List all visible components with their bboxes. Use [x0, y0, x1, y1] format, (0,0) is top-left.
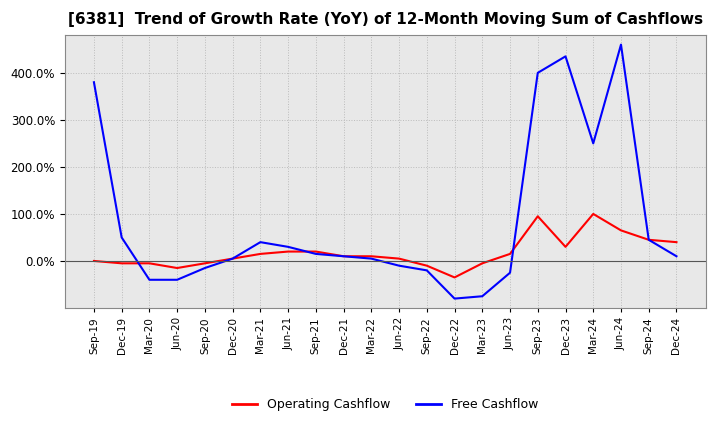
- Operating Cashflow: [367, 253, 376, 259]
- Free Cashflow: [256, 239, 265, 245]
- Operating Cashflow: [145, 260, 154, 266]
- Free Cashflow: [339, 253, 348, 259]
- Free Cashflow: [478, 293, 487, 299]
- Operating Cashflow: [644, 237, 653, 242]
- Operating Cashflow: [505, 251, 514, 257]
- Free Cashflow: [173, 277, 181, 282]
- Operating Cashflow: [339, 253, 348, 259]
- Free Cashflow: [89, 80, 98, 85]
- Operating Cashflow: [561, 244, 570, 249]
- Operating Cashflow: [284, 249, 292, 254]
- Operating Cashflow: [395, 256, 403, 261]
- Operating Cashflow: [228, 256, 237, 261]
- Operating Cashflow: [478, 260, 487, 266]
- Free Cashflow: [395, 263, 403, 268]
- Operating Cashflow: [450, 275, 459, 280]
- Free Cashflow: [423, 268, 431, 273]
- Free Cashflow: [284, 244, 292, 249]
- Free Cashflow: [589, 141, 598, 146]
- Operating Cashflow: [89, 258, 98, 264]
- Free Cashflow: [367, 256, 376, 261]
- Operating Cashflow: [201, 260, 210, 266]
- Operating Cashflow: [312, 249, 320, 254]
- Line: Free Cashflow: Free Cashflow: [94, 44, 677, 299]
- Free Cashflow: [145, 277, 154, 282]
- Operating Cashflow: [589, 211, 598, 216]
- Free Cashflow: [228, 256, 237, 261]
- Operating Cashflow: [423, 263, 431, 268]
- Free Cashflow: [505, 270, 514, 275]
- Operating Cashflow: [117, 260, 126, 266]
- Title: [6381]  Trend of Growth Rate (YoY) of 12-Month Moving Sum of Cashflows: [6381] Trend of Growth Rate (YoY) of 12-…: [68, 12, 703, 27]
- Operating Cashflow: [616, 228, 625, 233]
- Free Cashflow: [117, 235, 126, 240]
- Operating Cashflow: [256, 251, 265, 257]
- Free Cashflow: [450, 296, 459, 301]
- Free Cashflow: [561, 54, 570, 59]
- Operating Cashflow: [672, 239, 681, 245]
- Free Cashflow: [616, 42, 625, 47]
- Free Cashflow: [534, 70, 542, 76]
- Free Cashflow: [201, 265, 210, 271]
- Free Cashflow: [312, 251, 320, 257]
- Operating Cashflow: [173, 265, 181, 271]
- Operating Cashflow: [534, 214, 542, 219]
- Free Cashflow: [672, 253, 681, 259]
- Line: Operating Cashflow: Operating Cashflow: [94, 214, 677, 278]
- Legend: Operating Cashflow, Free Cashflow: Operating Cashflow, Free Cashflow: [228, 393, 543, 416]
- Free Cashflow: [644, 237, 653, 242]
